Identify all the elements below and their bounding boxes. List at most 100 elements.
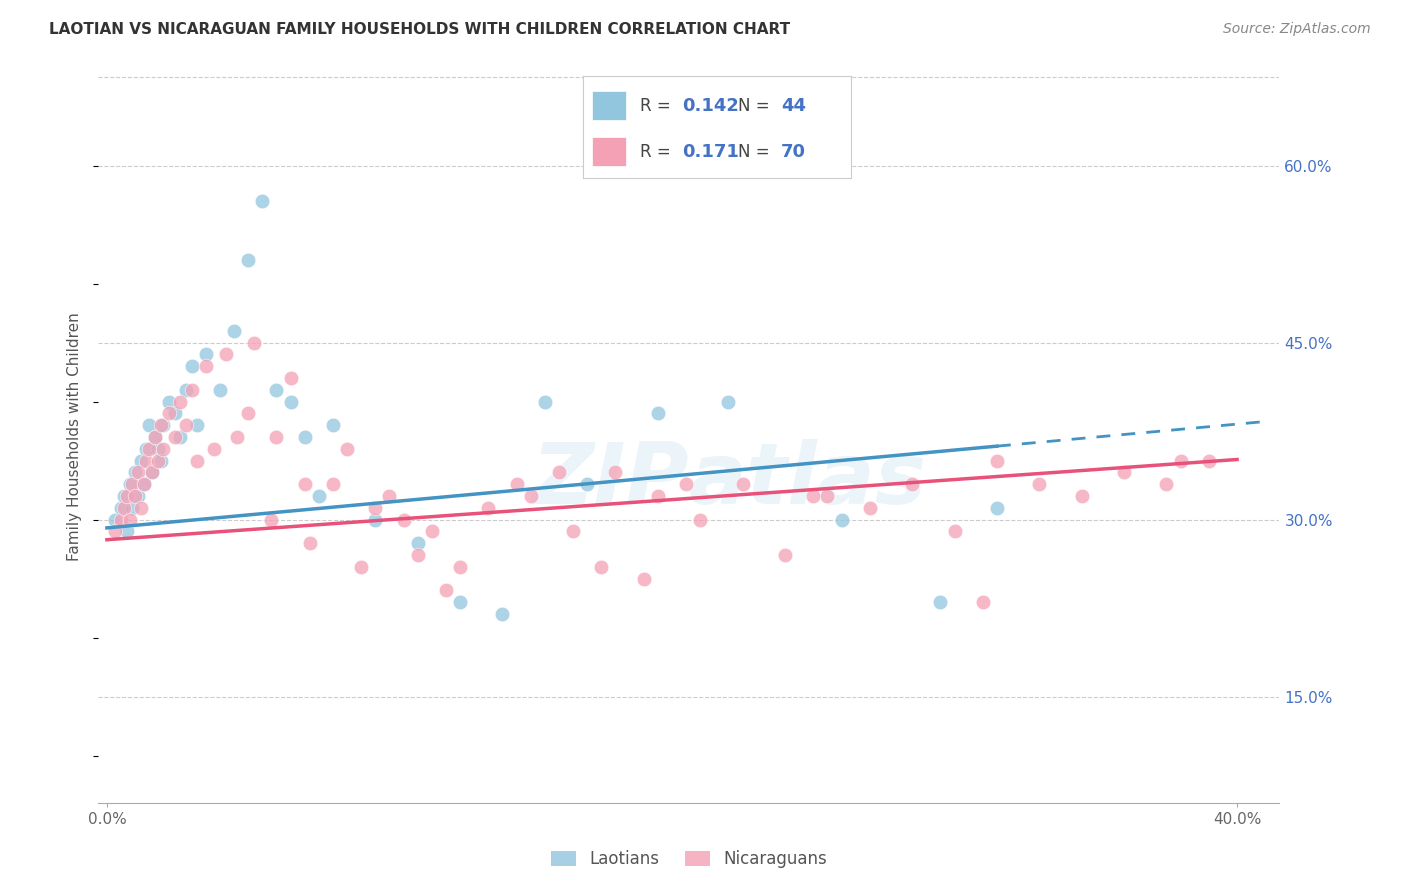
Point	[152, 418, 174, 433]
Point	[174, 383, 197, 397]
Point	[135, 453, 157, 467]
Point	[110, 513, 132, 527]
Point	[815, 489, 838, 503]
Point	[157, 394, 180, 409]
Point	[121, 500, 143, 515]
Point	[138, 442, 160, 456]
Point	[194, 347, 217, 361]
Point	[801, 489, 824, 503]
Point	[127, 489, 149, 503]
Text: N =: N =	[738, 96, 775, 114]
Point	[143, 430, 166, 444]
Point	[129, 500, 152, 515]
Point	[576, 477, 599, 491]
Point	[225, 430, 247, 444]
Point	[146, 453, 169, 467]
Point	[378, 489, 401, 503]
Point	[104, 524, 127, 539]
Point	[157, 407, 180, 421]
Point	[124, 489, 146, 503]
Point	[717, 394, 740, 409]
Point	[169, 430, 191, 444]
Point	[202, 442, 225, 456]
Point	[308, 489, 330, 503]
Point	[406, 536, 429, 550]
Point	[129, 453, 152, 467]
Text: 70: 70	[782, 143, 806, 161]
Point	[505, 477, 527, 491]
Text: 0.142: 0.142	[682, 96, 740, 114]
Point	[141, 466, 163, 480]
Point	[174, 418, 197, 433]
Point	[1112, 466, 1135, 480]
Point	[773, 548, 796, 562]
Point	[831, 513, 853, 527]
Point	[132, 477, 155, 491]
Point	[929, 595, 952, 609]
FancyBboxPatch shape	[592, 91, 626, 120]
Point	[152, 442, 174, 456]
Point	[141, 466, 163, 480]
Point	[115, 524, 138, 539]
Point	[243, 335, 266, 350]
Point	[132, 477, 155, 491]
Point	[534, 394, 557, 409]
Point	[180, 383, 202, 397]
Point	[127, 466, 149, 480]
Point	[118, 477, 141, 491]
Point	[214, 347, 236, 361]
Point	[186, 418, 208, 433]
Point	[146, 442, 169, 456]
Text: N =: N =	[738, 143, 775, 161]
Point	[364, 500, 387, 515]
Point	[149, 453, 172, 467]
Point	[972, 595, 994, 609]
Point	[280, 394, 302, 409]
Point	[143, 430, 166, 444]
Point	[294, 430, 316, 444]
Point	[689, 513, 711, 527]
Point	[115, 489, 138, 503]
Point	[392, 513, 415, 527]
Point	[859, 500, 882, 515]
Point	[238, 407, 260, 421]
Point	[647, 407, 669, 421]
Point	[112, 489, 135, 503]
Point	[322, 418, 344, 433]
Point	[605, 466, 627, 480]
Point	[943, 524, 966, 539]
Point	[266, 430, 288, 444]
Point	[491, 607, 513, 621]
Point	[548, 466, 571, 480]
Point	[149, 418, 172, 433]
Point	[420, 524, 443, 539]
Text: ZIP: ZIP	[531, 440, 689, 523]
Point	[180, 359, 202, 374]
Point	[294, 477, 316, 491]
Point	[138, 418, 160, 433]
Text: R =: R =	[640, 96, 676, 114]
Point	[406, 548, 429, 562]
Point	[449, 559, 471, 574]
Point	[675, 477, 697, 491]
Point	[901, 477, 924, 491]
Point	[186, 453, 208, 467]
Point	[477, 500, 499, 515]
Text: 44: 44	[782, 96, 806, 114]
Point	[124, 466, 146, 480]
Text: LAOTIAN VS NICARAGUAN FAMILY HOUSEHOLDS WITH CHILDREN CORRELATION CHART: LAOTIAN VS NICARAGUAN FAMILY HOUSEHOLDS …	[49, 22, 790, 37]
Point	[336, 442, 359, 456]
Point	[299, 536, 322, 550]
Point	[449, 595, 471, 609]
Text: Source: ZipAtlas.com: Source: ZipAtlas.com	[1223, 22, 1371, 37]
Point	[647, 489, 669, 503]
Point	[104, 513, 127, 527]
Point	[112, 500, 135, 515]
Point	[562, 524, 585, 539]
Point	[364, 513, 387, 527]
Point	[266, 383, 288, 397]
Point	[1198, 453, 1220, 467]
Point	[1170, 453, 1192, 467]
Point	[280, 371, 302, 385]
FancyBboxPatch shape	[592, 137, 626, 166]
